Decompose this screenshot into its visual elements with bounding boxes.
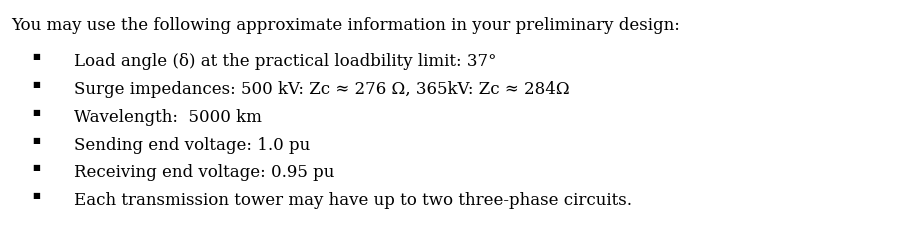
Text: Surge impedances: 500 kV: Zc ≈ 276 Ω, 365kV: Zc ≈ 284Ω: Surge impedances: 500 kV: Zc ≈ 276 Ω, 36… xyxy=(74,81,569,98)
Text: ■: ■ xyxy=(32,192,40,200)
Text: Wavelength:  5000 km: Wavelength: 5000 km xyxy=(74,109,262,126)
Text: ■: ■ xyxy=(32,164,40,173)
Text: Each transmission tower may have up to two three-phase circuits.: Each transmission tower may have up to t… xyxy=(74,192,631,209)
Text: Receiving end voltage: 0.95 pu: Receiving end voltage: 0.95 pu xyxy=(74,164,334,181)
Text: You may use the following approximate information in your preliminary design:: You may use the following approximate in… xyxy=(11,17,679,34)
Text: Load angle (δ) at the practical loadbility limit: 37°: Load angle (δ) at the practical loadbili… xyxy=(74,53,496,70)
Text: ■: ■ xyxy=(32,81,40,89)
Text: Sending end voltage: 1.0 pu: Sending end voltage: 1.0 pu xyxy=(74,137,310,154)
Text: ■: ■ xyxy=(32,53,40,61)
Text: ■: ■ xyxy=(32,109,40,117)
Text: ■: ■ xyxy=(32,137,40,145)
